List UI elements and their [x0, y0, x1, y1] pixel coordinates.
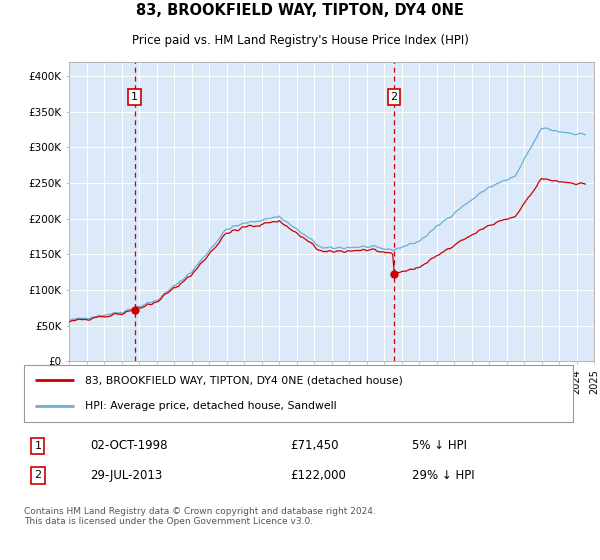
Text: 02-OCT-1998: 02-OCT-1998 — [91, 440, 168, 452]
FancyBboxPatch shape — [24, 365, 574, 422]
Text: HPI: Average price, detached house, Sandwell: HPI: Average price, detached house, Sand… — [85, 402, 337, 412]
Text: 83, BROOKFIELD WAY, TIPTON, DY4 0NE: 83, BROOKFIELD WAY, TIPTON, DY4 0NE — [136, 3, 464, 18]
Text: 2: 2 — [34, 470, 41, 480]
Text: 2: 2 — [391, 92, 398, 102]
Text: 1: 1 — [34, 441, 41, 451]
Text: 1: 1 — [131, 92, 138, 102]
Text: £122,000: £122,000 — [290, 469, 346, 482]
Text: £71,450: £71,450 — [290, 440, 339, 452]
Text: 5% ↓ HPI: 5% ↓ HPI — [413, 440, 467, 452]
Text: 29% ↓ HPI: 29% ↓ HPI — [413, 469, 475, 482]
Text: 83, BROOKFIELD WAY, TIPTON, DY4 0NE (detached house): 83, BROOKFIELD WAY, TIPTON, DY4 0NE (det… — [85, 375, 403, 385]
Text: Contains HM Land Registry data © Crown copyright and database right 2024.
This d: Contains HM Land Registry data © Crown c… — [24, 507, 376, 526]
Text: Price paid vs. HM Land Registry's House Price Index (HPI): Price paid vs. HM Land Registry's House … — [131, 34, 469, 47]
Text: 29-JUL-2013: 29-JUL-2013 — [91, 469, 163, 482]
